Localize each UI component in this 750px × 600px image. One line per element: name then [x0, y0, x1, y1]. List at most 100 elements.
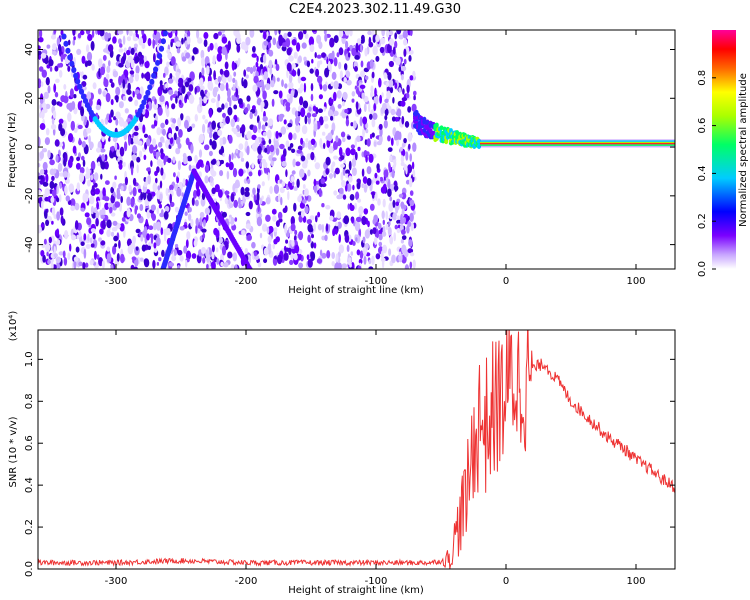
noise-blob	[361, 183, 365, 188]
noise-blob	[281, 160, 287, 167]
noise-blob	[39, 99, 44, 104]
noise-blob	[56, 197, 60, 203]
noise-blob	[386, 43, 392, 54]
noise-blob	[361, 215, 367, 226]
noise-blob	[287, 31, 292, 37]
noise-blob	[91, 63, 95, 71]
carrier-line	[480, 142, 675, 145]
noise-blob	[409, 213, 414, 221]
noise-blob	[112, 70, 119, 78]
noise-blob	[58, 251, 64, 256]
noise-blob	[107, 44, 114, 53]
noise-blob	[160, 148, 164, 155]
colorbar-tick-label: 0.0	[697, 261, 708, 277]
noise-blob	[67, 158, 73, 168]
noise-blob	[252, 187, 256, 195]
noise-blob	[265, 197, 271, 205]
noise-blob	[273, 184, 280, 194]
noise-blob	[240, 186, 245, 196]
noise-blob	[363, 184, 368, 193]
noise-blob	[180, 113, 184, 121]
noise-blob	[368, 266, 374, 269]
noise-blob	[204, 164, 210, 173]
echo-arc	[69, 60, 75, 67]
noise-blob	[275, 220, 280, 228]
noise-blob	[328, 173, 334, 179]
noise-blob	[82, 74, 88, 80]
noise-blob	[336, 211, 342, 219]
noise-blob	[152, 259, 156, 269]
noise-blob	[138, 37, 144, 46]
spectrogram-frame	[37, 29, 676, 270]
noise-blob	[140, 234, 144, 242]
noise-blob	[310, 138, 316, 145]
noise-blob	[52, 43, 57, 51]
noise-blob	[298, 231, 304, 241]
noise-blob	[389, 196, 393, 202]
snr-line	[38, 330, 675, 569]
noise-blob	[48, 59, 54, 67]
noise-blob	[140, 191, 144, 201]
noise-blob	[221, 36, 228, 44]
noise-blob	[178, 129, 183, 138]
noise-blob	[112, 220, 118, 226]
noise-blob	[321, 52, 326, 58]
noise-blob	[323, 106, 326, 112]
noise-blob	[324, 234, 328, 242]
noise-blob	[278, 34, 283, 44]
noise-blob	[307, 258, 313, 268]
noise-blob	[93, 207, 98, 214]
noise-blob	[290, 216, 295, 226]
noise-blob	[253, 251, 258, 257]
noise-blob	[168, 30, 172, 33]
noise-blob	[53, 253, 58, 258]
noise-blob	[302, 199, 307, 204]
noise-blob	[94, 188, 101, 195]
noise-blob	[147, 174, 151, 185]
noise-blob	[50, 196, 55, 203]
noise-blob	[49, 180, 55, 190]
noise-blob	[256, 55, 259, 63]
noise-blob	[220, 122, 224, 129]
noise-blob	[309, 215, 315, 221]
noise-blob	[333, 190, 338, 196]
noise-blob	[222, 112, 226, 118]
noise-blob	[81, 55, 86, 64]
noise-blob	[390, 137, 394, 146]
noise-blob	[101, 154, 105, 162]
noise-blob	[274, 30, 278, 36]
noise-blob	[284, 83, 288, 89]
noise-blob	[38, 78, 42, 89]
noise-blob	[351, 98, 355, 103]
noise-blob	[363, 247, 367, 257]
noise-blob	[70, 198, 76, 208]
noise-blob	[383, 119, 388, 129]
noise-blob	[78, 230, 82, 238]
y-tick-label: -40	[24, 236, 35, 252]
noise-blob	[143, 258, 150, 268]
noise-blob	[207, 46, 211, 53]
noise-blob	[187, 59, 193, 65]
noise-blob	[173, 172, 176, 178]
noise-blob	[354, 55, 360, 60]
noise-blob	[122, 35, 126, 45]
noise-blob	[253, 75, 259, 84]
noise-blob	[203, 32, 209, 39]
noise-blob	[92, 233, 96, 240]
noise-blob	[312, 30, 316, 33]
noise-blob	[376, 163, 380, 171]
noise-blob	[394, 32, 398, 40]
noise-blob	[387, 147, 393, 153]
noise-blob	[267, 243, 272, 249]
noise-blob	[257, 154, 263, 160]
noise-blob	[120, 253, 125, 264]
noise-blob	[87, 233, 90, 242]
noise-blob	[130, 166, 134, 176]
noise-blob	[211, 140, 217, 150]
noise-blob	[379, 176, 384, 182]
noise-blob	[228, 161, 234, 171]
noise-blob	[258, 120, 261, 130]
noise-blob	[365, 129, 369, 134]
noise-blob	[100, 240, 106, 246]
noise-blob	[165, 187, 169, 197]
